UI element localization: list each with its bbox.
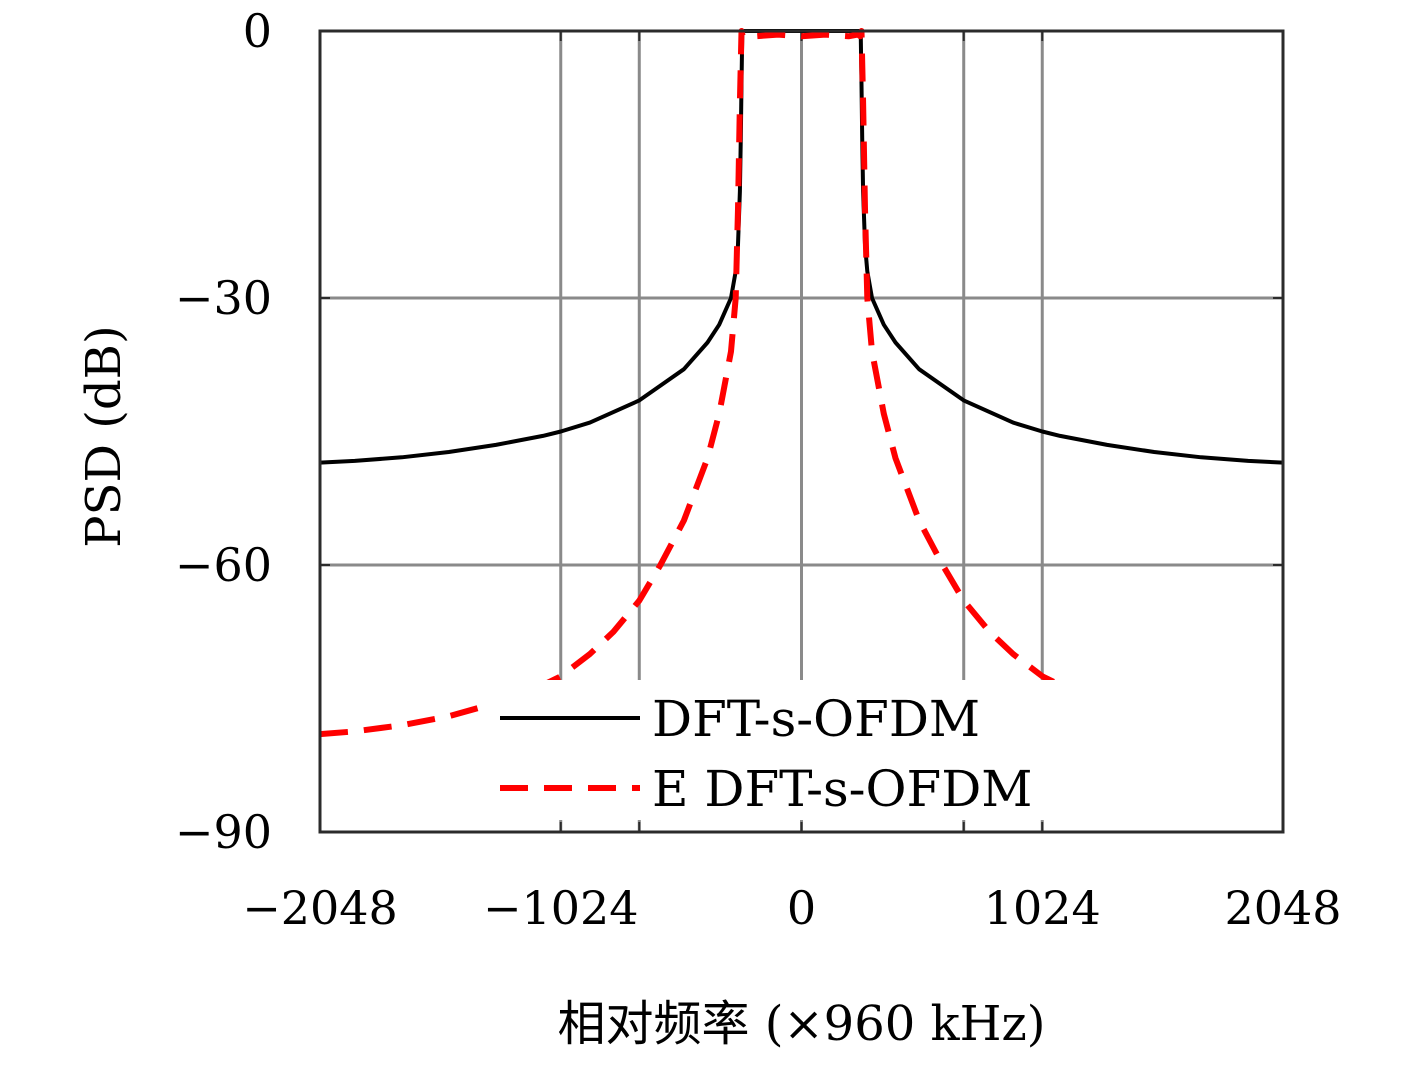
legend: DFT-s-OFDM E DFT-s-OFDM [500,690,1033,818]
plot-frame [318,29,1285,834]
x-tick-label: −2048 [242,881,398,935]
x-axis-label: 相对频率 (×960 kHz) [557,996,1045,1052]
legend-background [490,680,1275,820]
y-tick-label: 0 [243,4,272,58]
legend-label-1: DFT-s-OFDM [652,690,980,748]
grid-lines [320,31,1283,832]
y-axis-label: PSD (dB) [76,325,132,547]
x-tick-label: 0 [787,881,816,935]
x-tick-label: 1024 [984,881,1101,935]
y-tick-label: −30 [175,271,272,325]
x-tick-label: −1024 [483,881,639,935]
y-tick-label: −60 [175,538,272,592]
legend-label-2: E DFT-s-OFDM [652,760,1033,818]
x-tick-labels: −2048 −1024 0 1024 2048 [242,881,1341,935]
series-line-2 [319,28,1284,738]
y-tick-label: −90 [175,805,272,859]
y-tick-labels: 0 −30 −60 −90 [175,4,272,859]
x-tick-label: 2048 [1224,881,1341,935]
